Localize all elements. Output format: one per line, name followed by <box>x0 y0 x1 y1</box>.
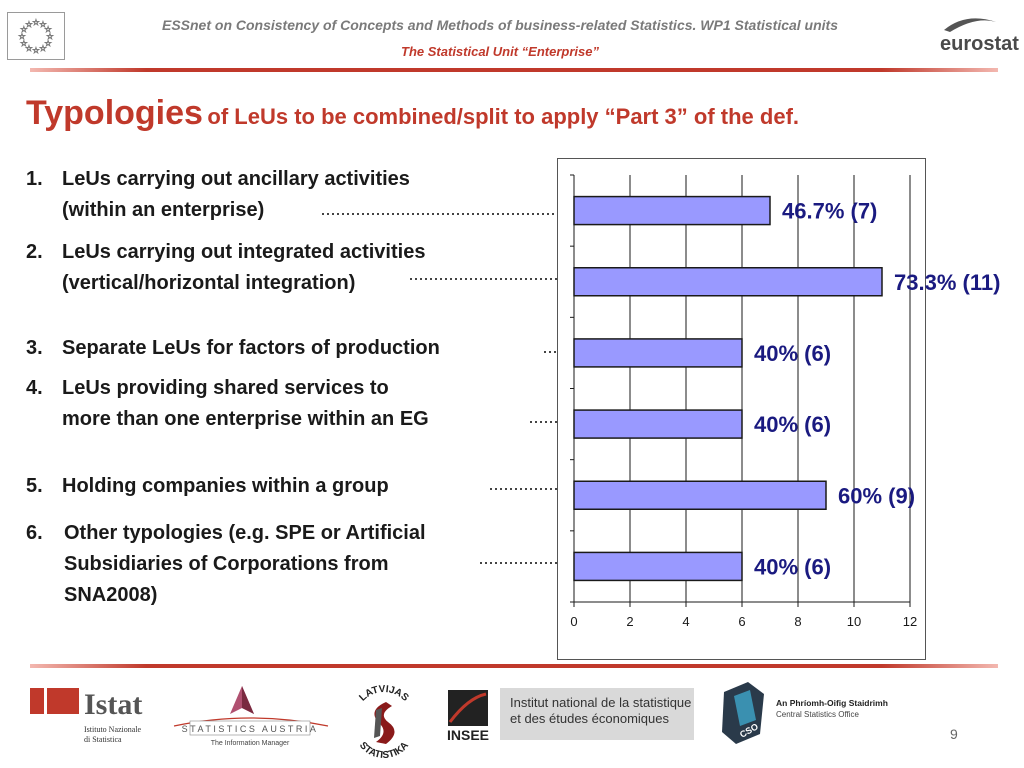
statistics-austria-tagline: The Information Manager <box>211 740 290 747</box>
x-tick-label: 2 <box>626 614 633 629</box>
cso-irish-name: An Phríomh-Oifig Staidrimh <box>776 698 888 708</box>
bar-data-label: 73.3% (11) <box>894 270 1000 295</box>
page-number: 9 <box>950 726 958 742</box>
typology-text: LeUs providing shared services to <box>62 377 389 399</box>
x-tick-label: 4 <box>682 614 689 629</box>
header-project-title: ESSnet on Consistency of Concepts and Me… <box>161 17 838 33</box>
latvia-top-text: LATVIJAS <box>357 684 410 704</box>
page-title: Typologies of LeUs to be combined/split … <box>26 94 799 133</box>
bar-2 <box>573 267 883 297</box>
typology-number: 5. <box>26 475 43 497</box>
eu-star-icon: ☆ <box>20 25 27 34</box>
insee-logo: INSEE <box>447 690 489 743</box>
typology-text: Subsidiaries of Corporations from <box>64 553 389 575</box>
eu-star-icon: ☆ <box>25 20 32 29</box>
header-divider <box>30 68 998 72</box>
bar-data-label: 60% (9) <box>838 483 915 508</box>
svg-text:LATVIJAS: LATVIJAS <box>357 684 410 704</box>
eu-star-icon: ☆ <box>32 46 39 55</box>
typology-text: (within an enterprise) <box>62 199 265 221</box>
insee-full-name-line: et des études économiques <box>510 711 669 726</box>
eu-star-icon: ☆ <box>39 44 46 53</box>
istat-logo-text: Istat <box>84 688 142 721</box>
eu-star-icon: ☆ <box>20 39 27 48</box>
typology-number: 1. <box>26 168 43 190</box>
insee-full-name-line: Institut national de la statistique <box>510 695 692 710</box>
eu-star-icon: ☆ <box>25 44 32 53</box>
eurostat-logo: eurostat <box>940 18 1019 55</box>
bar-1 <box>573 195 771 226</box>
bar-chart: 46.7% (7) 73.3% (11) 40% (6) 40% (6) 60% (9)… <box>570 174 1000 629</box>
footer-divider <box>30 664 998 668</box>
x-tick-label: 6 <box>738 614 745 629</box>
bar-data-label: 40% (6) <box>754 341 831 366</box>
bar-4 <box>573 409 743 439</box>
typology-text: LeUs carrying out ancillary activities <box>62 168 410 190</box>
typology-text: LeUs carrying out integrated activities <box>62 241 426 263</box>
x-tick-label: 8 <box>794 614 801 629</box>
bar-data-label: 40% (6) <box>754 554 831 579</box>
istat-subtext: Istituto Nazionale <box>84 725 142 734</box>
bar-3 <box>573 338 743 368</box>
latvia-statistics-logo: LATVIJAS STATISTIKA <box>357 684 411 761</box>
page-title-rest: of LeUs to be combined/split to apply “P… <box>207 104 800 129</box>
page-title-main: Typologies <box>26 94 203 132</box>
insee-full-name: Institut national de la statistique et d… <box>500 688 694 740</box>
eu-star-icon: ☆ <box>18 32 25 41</box>
eu-star-icon: ☆ <box>45 39 52 48</box>
typology-number: 6. <box>26 522 43 544</box>
typology-text: SNA2008) <box>64 584 158 606</box>
insee-logo-text: INSEE <box>447 727 489 743</box>
x-tick-label: 10 <box>847 614 861 629</box>
typology-number: 3. <box>26 337 43 359</box>
bar-6 <box>573 551 743 582</box>
bar-data-label: 46.7% (7) <box>782 199 877 224</box>
typology-text: (vertical/horizontal integration) <box>62 272 356 294</box>
typology-text: Other typologies (e.g. SPE or Artificial <box>64 522 426 544</box>
x-tick-label: 0 <box>570 614 577 629</box>
typology-text: more than one enterprise within an EG <box>62 408 429 430</box>
istat-logo: Istat Istituto Nazionale di Statistica <box>30 688 142 744</box>
statistics-austria-text: STATISTICS AUSTRIA <box>182 724 319 734</box>
typology-number: 4. <box>26 377 43 399</box>
eu-star-icon: ☆ <box>39 20 46 29</box>
header-subtitle: The Statistical Unit “Enterprise” <box>401 44 599 59</box>
eurostat-logo-text: eurostat <box>940 33 1019 55</box>
typology-text: Separate LeUs for factors of production <box>62 337 440 359</box>
cso-english-name: Central Statistics Office <box>776 710 860 719</box>
typology-text: Holding companies within a group <box>62 475 389 497</box>
statistics-austria-logo: STATISTICS AUSTRIA The Information Manag… <box>173 686 329 747</box>
bar-5 <box>573 480 827 510</box>
eu-flag-logo: ☆☆☆☆☆☆☆☆☆ ☆ ☆☆ <box>7 12 65 60</box>
x-tick-label: 12 <box>903 614 917 629</box>
istat-subtext: di Statistica <box>84 735 122 744</box>
eu-star-icon: ☆ <box>32 18 39 27</box>
eu-star-icon: ☆ <box>46 32 53 41</box>
bar-data-label: 40% (6) <box>754 412 831 437</box>
cso-logo: CSO An Phríomh-Oifig Staidrimh Central S… <box>722 682 888 744</box>
typology-number: 2. <box>26 241 43 263</box>
eu-star-icon: ☆ <box>45 25 52 34</box>
